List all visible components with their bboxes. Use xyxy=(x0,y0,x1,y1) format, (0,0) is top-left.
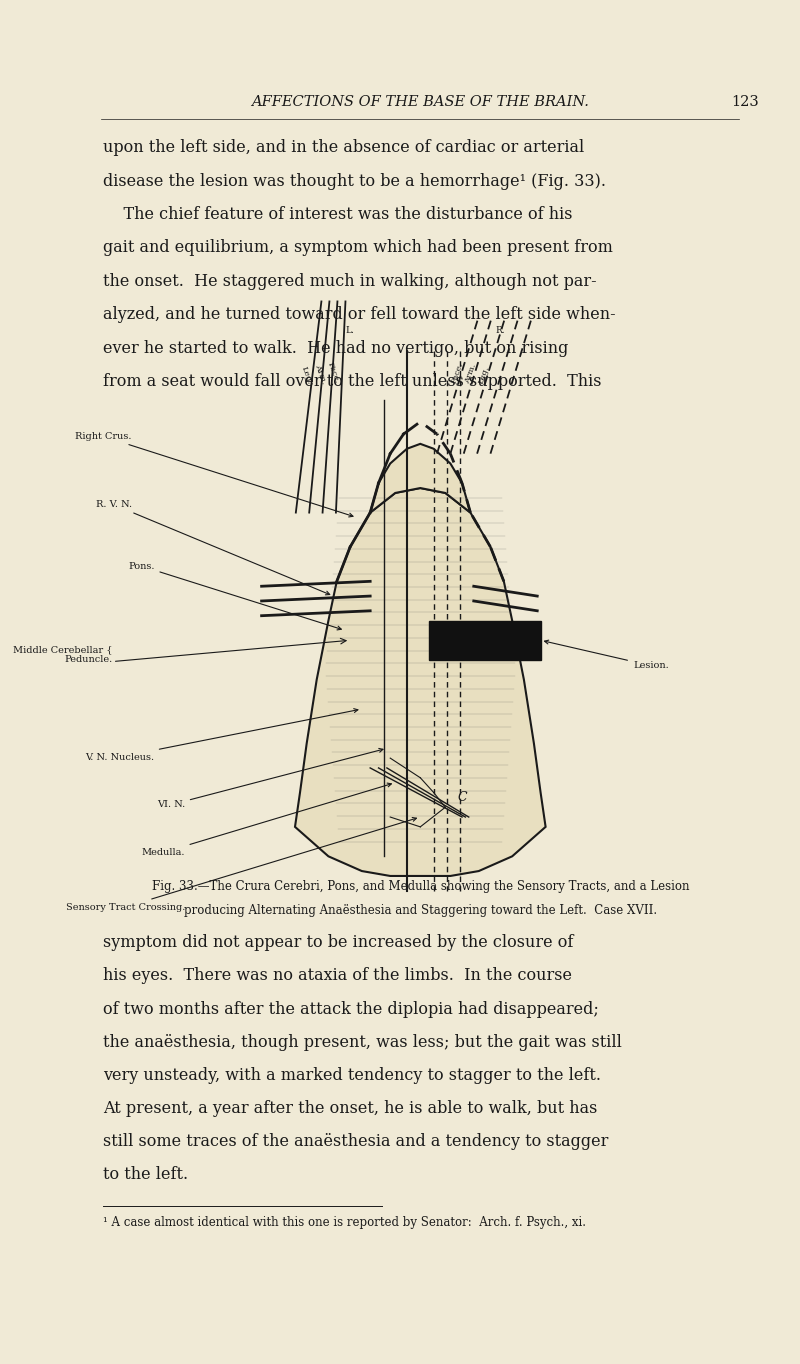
Text: upon the left side, and in the absence of cardiac or arterial: upon the left side, and in the absence o… xyxy=(103,139,584,155)
Text: Fig. 33.—The Crura Cerebri, Pons, and Medulla showing the Sensory Tracts, and a : Fig. 33.—The Crura Cerebri, Pons, and Me… xyxy=(151,880,689,893)
Text: Pons.: Pons. xyxy=(128,562,342,630)
Text: to the left.: to the left. xyxy=(103,1166,188,1184)
Text: L.: L. xyxy=(346,326,354,336)
Text: gait and equilibrium, a symptom which had been present from: gait and equilibrium, a symptom which ha… xyxy=(103,240,613,256)
Text: from a seat would fall over to the left unless supported.  This: from a seat would fall over to the left … xyxy=(103,372,602,390)
Text: R. V. N.: R. V. N. xyxy=(96,501,330,595)
Text: At present, a year after the onset, he is able to walk, but has: At present, a year after the onset, he i… xyxy=(103,1099,598,1117)
Text: still some traces of the anaësthesia and a tendency to stagger: still some traces of the anaësthesia and… xyxy=(103,1133,608,1150)
Text: very unsteady, with a marked tendency to stagger to the left.: very unsteady, with a marked tendency to… xyxy=(103,1067,601,1084)
Text: Medulla.: Medulla. xyxy=(142,783,391,857)
Text: ¹ A case almost identical with this one is reported by Senator:  Arch. f. Psych.: ¹ A case almost identical with this one … xyxy=(103,1215,586,1229)
Text: The chief feature of interest was the disturbance of his: The chief feature of interest was the di… xyxy=(103,206,572,222)
Text: Arm.: Arm. xyxy=(313,363,327,385)
Text: Leg.: Leg. xyxy=(477,364,490,385)
Text: VI. N.: VI. N. xyxy=(157,749,383,809)
Text: Lesion.: Lesion. xyxy=(545,640,669,670)
Text: producing Alternating Anaësthesia and Staggering toward the Left.  Case XVII.: producing Alternating Anaësthesia and St… xyxy=(184,904,657,918)
Text: C: C xyxy=(458,791,467,803)
Text: Face.: Face. xyxy=(326,361,341,385)
Text: the onset.  He staggered much in walking, although not par-: the onset. He staggered much in walking,… xyxy=(103,273,597,289)
Text: symptom did not appear to be increased by the closure of: symptom did not appear to be increased b… xyxy=(103,934,574,951)
Text: V. N. Nucleus.: V. N. Nucleus. xyxy=(86,709,358,761)
Text: Arm.: Arm. xyxy=(463,363,478,385)
Text: 123: 123 xyxy=(732,94,759,109)
Text: Face.: Face. xyxy=(450,361,465,385)
Text: disease the lesion was thought to be a hemorrhage¹ (Fig. 33).: disease the lesion was thought to be a h… xyxy=(103,172,606,190)
Text: the anaësthesia, though present, was less; but the gait was still: the anaësthesia, though present, was les… xyxy=(103,1034,622,1050)
Text: ever he started to walk.  He had no vertigo, but on rising: ever he started to walk. He had no verti… xyxy=(103,340,568,356)
Text: Middle Cerebellar {
Peduncle.: Middle Cerebellar { Peduncle. xyxy=(14,645,113,664)
Text: Leg.: Leg. xyxy=(300,364,314,385)
Text: R.: R. xyxy=(496,326,506,336)
Text: Sensory Tract Crossing.: Sensory Tract Crossing. xyxy=(66,817,417,911)
Text: his eyes.  There was no ataxia of the limbs.  In the course: his eyes. There was no ataxia of the lim… xyxy=(103,967,572,985)
Polygon shape xyxy=(370,443,470,513)
Text: of two months after the attack the diplopia had disappeared;: of two months after the attack the diplo… xyxy=(103,1001,598,1018)
Text: AFFECTIONS OF THE BASE OF THE BRAIN.: AFFECTIONS OF THE BASE OF THE BRAIN. xyxy=(251,94,590,109)
Text: Right Crus.: Right Crus. xyxy=(75,432,353,517)
Text: alyzed, and he turned toward or fell toward the left side when-: alyzed, and he turned toward or fell tow… xyxy=(103,306,615,323)
Bar xyxy=(429,621,541,660)
Polygon shape xyxy=(295,488,546,876)
